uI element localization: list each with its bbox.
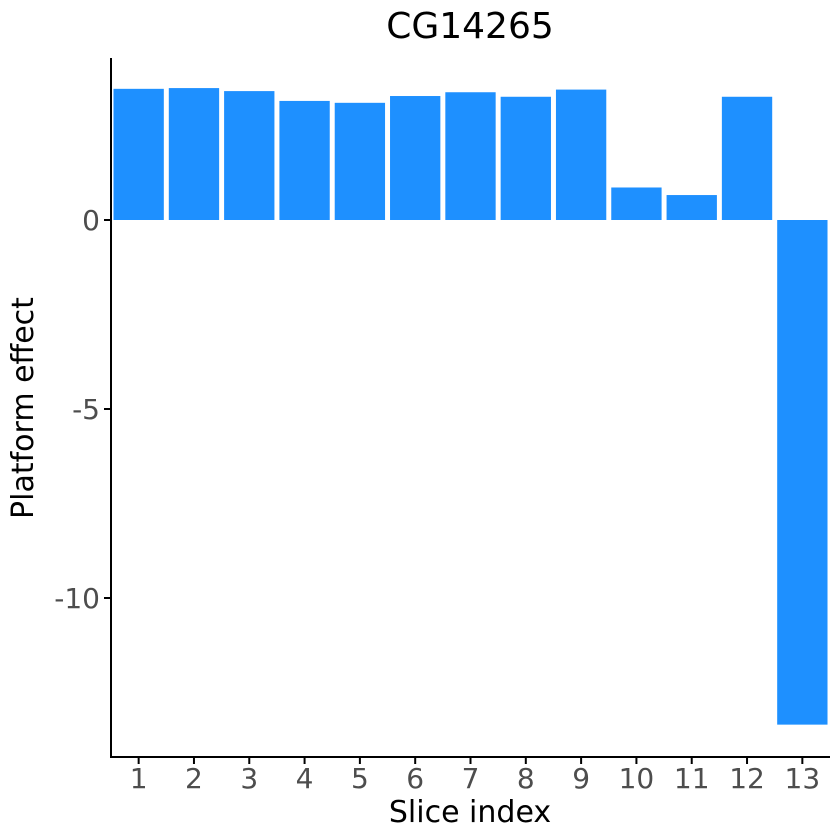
bar-3 (224, 91, 275, 220)
y-axis-title: Platform effect (6, 297, 41, 519)
bars-group (113, 88, 828, 725)
x-tick-label: 10 (619, 762, 655, 795)
bar-7 (445, 92, 496, 220)
bar-8 (500, 96, 551, 220)
x-tick-label: 8 (517, 762, 535, 795)
y-tick-label: 0 (82, 204, 100, 237)
bar-2 (168, 88, 220, 220)
x-tick-label: 6 (406, 762, 424, 795)
x-tick-label: 13 (785, 762, 821, 795)
x-tick-label: 9 (572, 762, 590, 795)
x-tick-label: 2 (185, 762, 203, 795)
x-tick-label: 1 (130, 762, 148, 795)
y-axis-ticks: 0 -5 -10 (54, 204, 111, 615)
x-tick-label: 4 (296, 762, 314, 795)
x-axis-ticks: 1 2 3 4 5 6 7 8 9 10 11 12 13 (130, 757, 820, 795)
bar-5 (334, 102, 386, 220)
y-tick-label: -5 (72, 393, 100, 426)
bar-1 (113, 88, 164, 220)
bar-12 (721, 96, 773, 220)
bar-10 (611, 187, 662, 220)
bar-4 (279, 100, 330, 220)
chart-title: CG14265 (386, 6, 554, 47)
x-tick-label: 11 (674, 762, 710, 795)
y-tick-label: -10 (54, 582, 100, 615)
bar-13 (777, 220, 828, 725)
x-tick-label: 12 (729, 762, 765, 795)
x-tick-label: 3 (240, 762, 258, 795)
bar-6 (390, 96, 441, 220)
x-tick-label: 5 (351, 762, 369, 795)
bar-9 (555, 89, 607, 220)
bar-11 (666, 195, 717, 220)
x-tick-label: 7 (462, 762, 480, 795)
x-axis-title: Slice index (389, 795, 551, 830)
